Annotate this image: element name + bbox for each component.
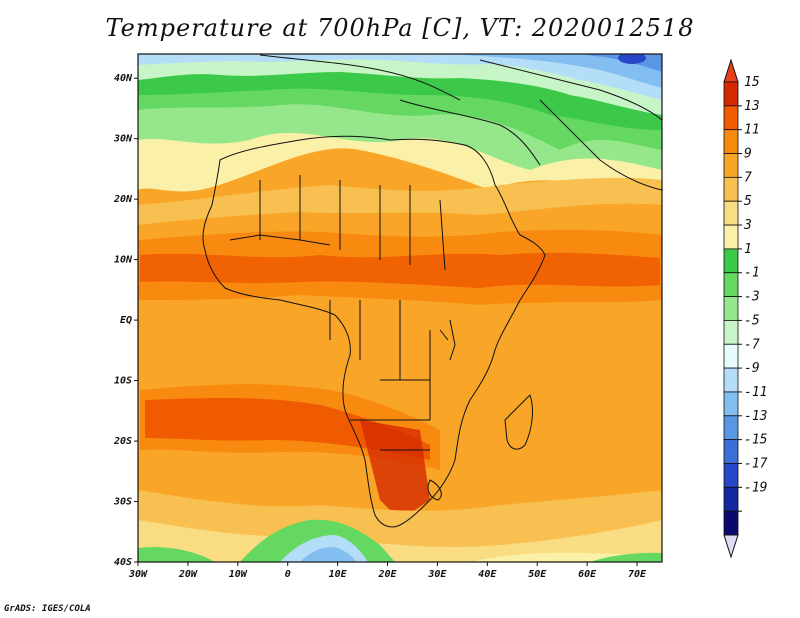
map-title: Temperature at 700hPa [C], VT: 202001251…	[105, 14, 695, 42]
lat-tick-label: 30S	[113, 497, 132, 508]
colorbar-swatch	[723, 272, 739, 297]
lat-tick-label: 20S	[113, 436, 132, 447]
coastlines	[202, 54, 662, 528]
colorbar-swatch	[723, 153, 739, 178]
lon-tick-label: 30W	[128, 569, 148, 580]
lon-tick-label: 70E	[628, 569, 647, 580]
colorbar-swatch	[723, 296, 739, 321]
colorbar-swatch	[723, 415, 739, 441]
colorbar-label: 3	[743, 218, 752, 233]
colorbar-swatch	[723, 367, 739, 393]
lon-tick-label: 10E	[329, 569, 348, 580]
lat-tick-label: 10S	[114, 376, 132, 387]
colorbar-swatch	[723, 81, 739, 107]
colorbar-swatch	[723, 343, 739, 369]
colorbar-label: 15	[744, 75, 760, 90]
colorbar-label: -3	[744, 290, 760, 305]
colorbar-label: 13	[744, 99, 760, 114]
colorbar-label: -5	[744, 313, 760, 328]
lon-tick-label: 40E	[478, 569, 497, 580]
colorbar-label: 9	[744, 147, 752, 162]
colorbar-label: -11	[744, 385, 767, 400]
colorbar-label: -19	[744, 480, 767, 495]
colorbar-swatch	[723, 224, 739, 250]
colorbar-swatch	[723, 176, 739, 202]
colorbar-top-arrow	[723, 58, 739, 83]
colorbar-label: 7	[744, 170, 752, 185]
colorbar-swatch	[723, 463, 739, 488]
colorbar-label: -17	[744, 456, 768, 471]
lat-tick-label: 30N	[113, 134, 133, 145]
colorbar-label: -7	[744, 337, 760, 352]
colorbar-swatch	[723, 248, 739, 274]
colorbar-label: -15	[744, 433, 768, 448]
lon-tick-label: 60E	[578, 569, 597, 580]
lat-tick-label: 10N	[114, 255, 133, 266]
lon-tick-label: 20E	[377, 569, 397, 580]
colorbar-swatch	[723, 200, 739, 226]
software-credit: GrADS: IGES/COLA	[4, 604, 91, 614]
colorbar-swatch	[723, 439, 739, 464]
colorbar-swatch	[723, 486, 739, 512]
colorbar-label: 5	[744, 194, 752, 209]
lon-tick-label: 30E	[427, 569, 447, 580]
colorbar-bottom-arrow	[723, 534, 739, 559]
lat-tick-label: 20N	[113, 194, 133, 205]
colorbar-swatch	[723, 129, 739, 154]
colorbar-swatch	[723, 320, 739, 345]
temperature-field	[138, 54, 662, 562]
colorbar-label: -13	[744, 409, 767, 424]
colorbar-label: 1	[744, 242, 752, 257]
lon-tick-label: 0	[285, 569, 291, 580]
lat-tick-label: 40S	[114, 557, 132, 568]
colorbar-swatch	[723, 510, 739, 536]
lon-tick-label: 20W	[178, 569, 198, 580]
colorbar-label: 11	[744, 123, 760, 138]
colorbar-label: -9	[744, 361, 760, 376]
colorbar-label: -1	[744, 266, 760, 281]
lat-tick-label: EQ	[120, 315, 132, 326]
colorbar-swatch	[723, 105, 739, 131]
lon-tick-label: 50E	[528, 569, 547, 580]
colorbar-swatch	[723, 391, 739, 417]
map-frame	[137, 53, 663, 563]
lon-tick-label: 10W	[229, 569, 248, 580]
lat-tick-label: 40N	[114, 73, 133, 84]
